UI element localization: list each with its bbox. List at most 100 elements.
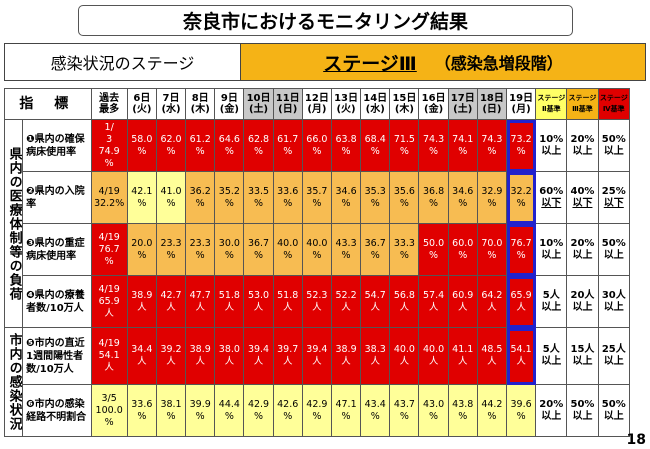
daily-value: 42.6% bbox=[272, 384, 303, 437]
date-weekday: (金) bbox=[424, 104, 444, 115]
threshold-value: 40% 以下 bbox=[566, 171, 599, 224]
date-header: 11日 (日) bbox=[272, 88, 303, 120]
indicator-name: ❺市内の直近1週間陽性者数/10万人 bbox=[22, 327, 92, 385]
date-weekday: (月) bbox=[511, 104, 531, 115]
daily-value: 70.0% bbox=[476, 223, 508, 276]
daily-value: 41.1 人 bbox=[447, 327, 478, 385]
daily-value: 41.0% bbox=[155, 171, 187, 224]
daily-value: 66.0% bbox=[301, 119, 332, 172]
threshold-header: ステージⅡ基準 bbox=[535, 88, 568, 120]
date-day: 15日 bbox=[392, 93, 417, 104]
daily-value: 53.0 人 bbox=[243, 275, 274, 328]
daily-value: 54.7 人 bbox=[360, 275, 391, 328]
max-value: 4/19 65.9 人 bbox=[90, 275, 128, 328]
date-day: 6日 bbox=[133, 93, 151, 104]
threshold-value: 60% 以下 bbox=[535, 171, 568, 224]
date-header: 18日 (日) bbox=[476, 88, 508, 120]
threshold-value: 25人 以上 bbox=[597, 327, 631, 385]
stage-description: （感染急増段階） bbox=[434, 54, 563, 73]
daily-value: 34.4 人 bbox=[126, 327, 157, 385]
date-day: 7日 bbox=[162, 93, 180, 104]
table-row: 市内の感染状況 ❺市内の直近1週間陽性者数/10万人 4/19 54.1 人 34.4 人 3… bbox=[3, 327, 631, 437]
monitoring-table: 指 標 過去 最多 6日 (火) 7日 (水) 8日 (木) 9日 (金) 10日 (土) 11日 (日… bbox=[3, 88, 631, 437]
date-weekday: (土) bbox=[248, 104, 269, 115]
daily-value: 20.0% bbox=[126, 223, 157, 276]
threshold-value: 50% 以上 bbox=[597, 119, 631, 172]
date-weekday: (金) bbox=[219, 104, 239, 115]
daily-value: 74.3% bbox=[476, 119, 508, 172]
threshold-header: ステージⅢ基準 bbox=[566, 88, 599, 120]
daily-value: 43.7% bbox=[389, 384, 420, 437]
threshold-value: 20人 以上 bbox=[566, 275, 599, 328]
daily-value: 33.5% bbox=[243, 171, 274, 224]
date-day: 13日 bbox=[334, 93, 359, 104]
date-day: 11日 bbox=[275, 93, 300, 104]
daily-value: 56.8 人 bbox=[389, 275, 420, 328]
stage-value: ステージⅢ bbox=[323, 52, 417, 75]
threshold-value: 20% 以上 bbox=[566, 119, 599, 172]
max-value: 1/3 74.9% bbox=[90, 119, 128, 172]
daily-value: 33.3% bbox=[389, 223, 420, 276]
daily-value: 64.2 人 bbox=[476, 275, 508, 328]
date-weekday: (日) bbox=[278, 104, 298, 115]
table-row: 県内の医療体制等の負荷 ❶県内の確保病床使用率 1/3 74.9% 58.0% 62.0%… bbox=[3, 119, 631, 328]
daily-value: 64.6% bbox=[214, 119, 245, 172]
daily-value: 60.0% bbox=[447, 223, 478, 276]
daily-value: 33.6% bbox=[272, 171, 303, 224]
daily-value: 38.0 人 bbox=[214, 327, 245, 385]
date-weekday: (日) bbox=[482, 104, 502, 115]
daily-value: 36.2% bbox=[185, 171, 216, 224]
indicator-name: ❸県内の重症病床使用率 bbox=[22, 223, 92, 276]
daily-value: 68.4% bbox=[360, 119, 391, 172]
daily-value: 43.3% bbox=[330, 223, 362, 276]
date-weekday: (土) bbox=[453, 104, 473, 115]
header-row: 指 標 過去 最多 6日 (火) 7日 (水) 8日 (木) 9日 (金) 10日 (土) 11日 (日… bbox=[4, 88, 631, 120]
daily-value: 43.0% bbox=[418, 384, 449, 437]
date-day: 14日 bbox=[363, 93, 388, 104]
max-header: 過去 最多 bbox=[90, 88, 128, 120]
date-header: 16日 (金) bbox=[418, 88, 449, 120]
daily-value: 51.8 人 bbox=[272, 275, 303, 328]
threshold-header: ステージⅣ基準 bbox=[597, 88, 631, 120]
daily-value: 40.0 人 bbox=[418, 327, 449, 385]
daily-value: 39.9% bbox=[185, 384, 216, 437]
daily-value: 73.2% bbox=[505, 119, 537, 172]
daily-value: 38.3 人 bbox=[360, 327, 391, 385]
threshold-value: 20% 以上 bbox=[535, 384, 568, 437]
date-weekday: (木) bbox=[190, 104, 210, 115]
date-weekday: (木) bbox=[394, 104, 414, 115]
daily-value: 23.3% bbox=[185, 223, 216, 276]
daily-value: 38.9 人 bbox=[330, 327, 362, 385]
daily-value: 61.7% bbox=[272, 119, 303, 172]
indicator-header: 指 標 bbox=[4, 88, 92, 120]
daily-value: 39.6% bbox=[505, 384, 537, 437]
daily-value: 58.0% bbox=[126, 119, 157, 172]
date-day: 17日 bbox=[450, 93, 475, 104]
daily-value: 40.0 人 bbox=[389, 327, 420, 385]
daily-value: 43.8% bbox=[447, 384, 478, 437]
daily-value: 35.3% bbox=[360, 171, 391, 224]
indicator-name: ❶県内の確保病床使用率 bbox=[22, 119, 92, 172]
threshold-value: 10% 以上 bbox=[535, 223, 568, 276]
date-weekday: (月) bbox=[307, 104, 327, 115]
daily-value: 36.7% bbox=[243, 223, 274, 276]
daily-value: 39.4 人 bbox=[301, 327, 332, 385]
daily-value: 52.2 人 bbox=[330, 275, 362, 328]
daily-value: 51.8 人 bbox=[214, 275, 245, 328]
max-value: 4/19 32.2% bbox=[90, 171, 128, 224]
date-day: 12日 bbox=[304, 93, 329, 104]
max-value: 4/19 76.7% bbox=[90, 223, 128, 276]
daily-value: 34.6% bbox=[330, 171, 362, 224]
max-value: 3/5 100.0% bbox=[90, 384, 128, 437]
daily-value: 57.4 人 bbox=[418, 275, 449, 328]
threshold-value: 20% 以上 bbox=[566, 223, 599, 276]
daily-value: 50.0% bbox=[418, 223, 449, 276]
page-number: 18 bbox=[626, 432, 646, 448]
daily-value: 32.2% bbox=[505, 171, 537, 224]
daily-value: 74.3% bbox=[418, 119, 449, 172]
date-header: 6日 (火) bbox=[126, 88, 157, 120]
max-value: 4/19 54.1 人 bbox=[90, 327, 128, 385]
daily-value: 34.6% bbox=[447, 171, 478, 224]
daily-value: 40.0% bbox=[301, 223, 332, 276]
date-weekday: (火) bbox=[336, 104, 356, 115]
